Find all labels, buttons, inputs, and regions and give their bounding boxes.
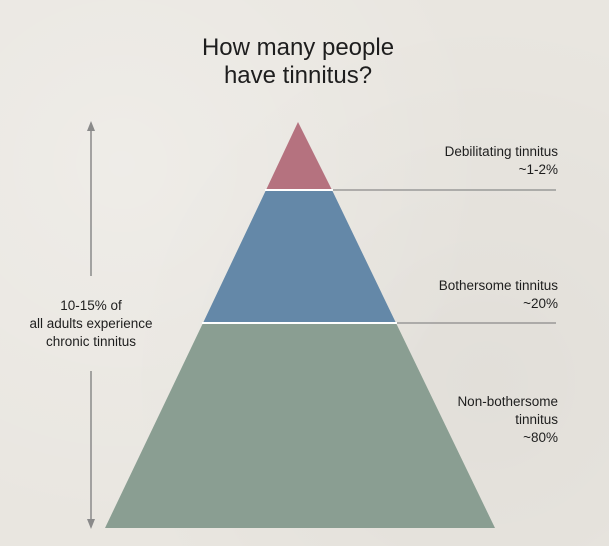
label-bothersome-value: ~20% — [523, 296, 558, 311]
label-debilitating: Debilitating tinnitus ~1-2% — [445, 143, 558, 179]
label-bothersome-name: Bothersome tinnitus — [438, 278, 558, 293]
label-debilitating-value: ~1-2% — [518, 162, 558, 177]
label-non-bothersome-value: ~80% — [523, 430, 558, 445]
chronic-tinnitus-note: 10-15% of all adults experience chronic … — [14, 297, 168, 351]
arrow-head-up — [87, 121, 95, 131]
label-non-bothersome-name-2: tinnitus — [515, 412, 558, 427]
note-line-2: all adults experience — [29, 316, 153, 331]
tier-debilitating — [266, 122, 332, 190]
title-line-1: How many people — [201, 34, 395, 61]
title-line-2: have tinnitus? — [223, 62, 373, 89]
label-bothersome: Bothersome tinnitus ~20% — [439, 277, 558, 313]
arrow-head-down — [87, 519, 95, 529]
tier-bothersome — [203, 190, 396, 323]
label-debilitating-name: Debilitating tinnitus — [444, 144, 558, 159]
page-title: How many people have tinnitus? — [150, 34, 446, 90]
note-line-1: 10-15% of — [60, 298, 122, 313]
label-non-bothersome: Non-bothersome tinnitus ~80% — [457, 393, 558, 447]
tier-non-bothersome — [105, 323, 495, 528]
vertical-range-arrow — [87, 121, 95, 529]
label-non-bothersome-name-1: Non-bothersome — [457, 394, 558, 409]
note-line-3: chronic tinnitus — [45, 334, 137, 349]
